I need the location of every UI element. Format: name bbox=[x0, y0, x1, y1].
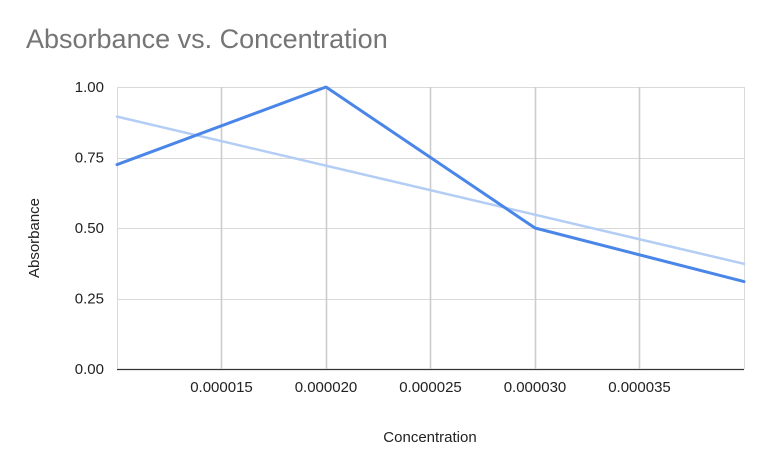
trendline bbox=[115, 115, 746, 266]
y-tick-label: 1.00 bbox=[75, 79, 104, 96]
y-axis-title: Absorbance bbox=[26, 198, 43, 278]
x-axis-title: Concentration bbox=[383, 429, 476, 446]
y-tick-label: 0.25 bbox=[75, 291, 104, 308]
series-layer bbox=[115, 85, 746, 284]
y-tick-label: 0.75 bbox=[75, 150, 104, 167]
x-tick-label: 0.000015 bbox=[190, 379, 253, 396]
gridlines bbox=[117, 87, 745, 371]
chart-title: Absorbance vs. Concentration bbox=[26, 24, 388, 54]
x-tick-label: 0.000020 bbox=[295, 379, 358, 396]
series-line bbox=[115, 85, 746, 284]
x-tick-label: 0.000025 bbox=[399, 379, 462, 396]
y-tick-label: 0.50 bbox=[75, 220, 104, 237]
y-tick-label: 0.00 bbox=[75, 361, 104, 378]
tick-labels: 0.00 0.25 0.50 0.75 1.00 0.000015 0.000020 0.00… bbox=[75, 79, 671, 396]
x-tick-label: 0.000030 bbox=[504, 379, 567, 396]
x-tick-label: 0.000035 bbox=[608, 379, 671, 396]
